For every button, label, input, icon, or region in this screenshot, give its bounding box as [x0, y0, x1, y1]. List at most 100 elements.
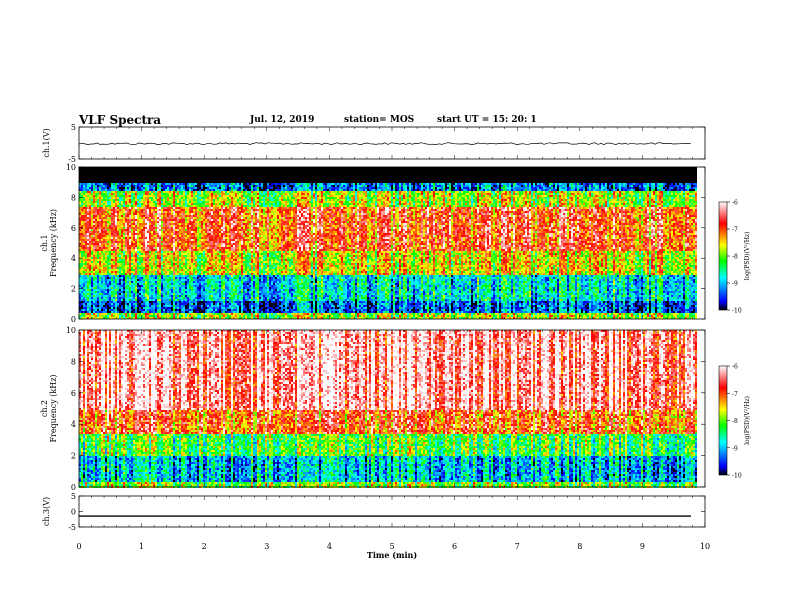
- spectrogram-cell: [157, 245, 159, 247]
- spectrogram-cell: [87, 227, 89, 229]
- spectrogram-cell: [135, 189, 137, 191]
- spectrogram-cell: [161, 313, 163, 315]
- spectrogram-cell: [129, 303, 131, 305]
- spectrogram-cell: [163, 315, 165, 317]
- spectrogram-cell: [171, 231, 173, 233]
- spectrogram-cell: [169, 261, 171, 263]
- spectrogram-cell: [101, 227, 103, 229]
- spectrogram-cell: [79, 209, 81, 211]
- spectrogram-cell: [131, 235, 133, 237]
- spectrogram-cell: [137, 195, 139, 197]
- spectrogram-cell: [79, 195, 81, 197]
- spectrogram-cell: [155, 277, 157, 279]
- spectrogram-cell: [159, 255, 161, 257]
- spectrogram-cell: [203, 245, 205, 247]
- spectrogram-cell: [203, 261, 205, 263]
- spectrogram-cell: [147, 223, 149, 225]
- spectrogram-cell: [197, 305, 199, 307]
- spectrogram-cell: [97, 285, 99, 287]
- spectrogram-cell: [87, 243, 89, 245]
- spectrogram-cell: [125, 279, 127, 281]
- spectrogram-cell: [115, 305, 117, 307]
- spectrogram-cell: [183, 225, 185, 227]
- spectrogram-cell: [129, 207, 131, 209]
- spectrogram-cell: [89, 259, 91, 261]
- spectrogram-cell: [99, 217, 101, 219]
- spectrogram-cell: [165, 275, 167, 277]
- spectrogram-cell: [107, 273, 109, 275]
- spectrogram-cell: [179, 283, 181, 285]
- spectrogram-cell: [115, 217, 117, 219]
- spectrogram-cell: [123, 265, 125, 267]
- spectrogram-cell: [165, 177, 167, 179]
- spectrogram-cell: [149, 303, 151, 305]
- spectrogram-cell: [83, 185, 85, 187]
- spectrogram-cell: [153, 269, 155, 271]
- spectrogram-cell: [177, 271, 179, 273]
- spectrogram-cell: [113, 259, 115, 261]
- spectrogram-cell: [81, 289, 83, 291]
- spectrogram-cell: [113, 309, 115, 311]
- spectrogram-cell: [175, 301, 177, 303]
- spectrogram-cell: [115, 245, 117, 247]
- spectrogram-cell: [117, 167, 119, 169]
- spectrogram-cell: [87, 299, 89, 301]
- spectrogram-cell: [177, 297, 179, 299]
- spectrogram-cell: [115, 257, 117, 259]
- spectrogram-cell: [151, 187, 153, 189]
- spectrogram-cell: [161, 219, 163, 221]
- spectrogram-cell: [143, 231, 145, 233]
- spectrogram-cell: [191, 315, 193, 317]
- spectrogram-cell: [95, 223, 97, 225]
- spectrogram-cell: [163, 217, 165, 219]
- spectrogram-cell: [125, 273, 127, 275]
- spectrogram-cell: [157, 201, 159, 203]
- spectrogram-cell: [199, 223, 201, 225]
- spectrogram-cell: [149, 241, 151, 243]
- spectrogram-cell: [109, 249, 111, 251]
- spectrogram-cell: [171, 237, 173, 239]
- spectrogram-cell: [165, 195, 167, 197]
- spectrogram-cell: [145, 309, 147, 311]
- spectrogram-cell: [109, 247, 111, 249]
- spectrogram-cell: [173, 231, 175, 233]
- spectrogram-cell: [185, 271, 187, 273]
- spectrogram-cell: [147, 231, 149, 233]
- spectrogram-cell: [101, 235, 103, 237]
- spectrogram-cell: [201, 209, 203, 211]
- spectrogram-cell: [195, 227, 197, 229]
- spectrogram-cell: [103, 197, 105, 199]
- spectrogram-cell: [159, 269, 161, 271]
- spectrogram-cell: [79, 177, 81, 179]
- spectrogram-cell: [137, 285, 139, 287]
- spectrogram-cell: [105, 193, 107, 195]
- spectrogram-cell: [83, 313, 85, 315]
- spectrogram-cell: [155, 243, 157, 245]
- spectrogram-cell: [123, 167, 125, 169]
- spectrogram-cell: [139, 309, 141, 311]
- spectrogram-cell: [83, 183, 85, 185]
- spectrogram-cell: [185, 285, 187, 287]
- spectrogram-cell: [137, 245, 139, 247]
- spectrogram-cell: [141, 215, 143, 217]
- spectrogram-cell: [201, 201, 203, 203]
- spectrogram-cell: [207, 211, 209, 213]
- spectrogram-cell: [191, 171, 193, 173]
- spectrogram-cell: [205, 207, 207, 209]
- spectrogram-cell: [153, 239, 155, 241]
- spectrogram-cell: [133, 185, 135, 187]
- spectrogram-cell: [115, 225, 117, 227]
- spectrogram-cell: [83, 171, 85, 173]
- spectrogram-cell: [147, 211, 149, 213]
- spectrogram-cell: [103, 181, 105, 183]
- spectrogram-cell: [171, 177, 173, 179]
- spectrogram-cell: [167, 227, 169, 229]
- spectrogram-cell: [177, 229, 179, 231]
- spectrogram-cell: [179, 311, 181, 313]
- spectrogram-cell: [189, 283, 191, 285]
- spectrogram-cell: [109, 167, 111, 169]
- spectrogram-cell: [129, 259, 131, 261]
- spectrogram-cell: [151, 295, 153, 297]
- spectrogram-cell: [105, 239, 107, 241]
- spectrogram-cell: [135, 245, 137, 247]
